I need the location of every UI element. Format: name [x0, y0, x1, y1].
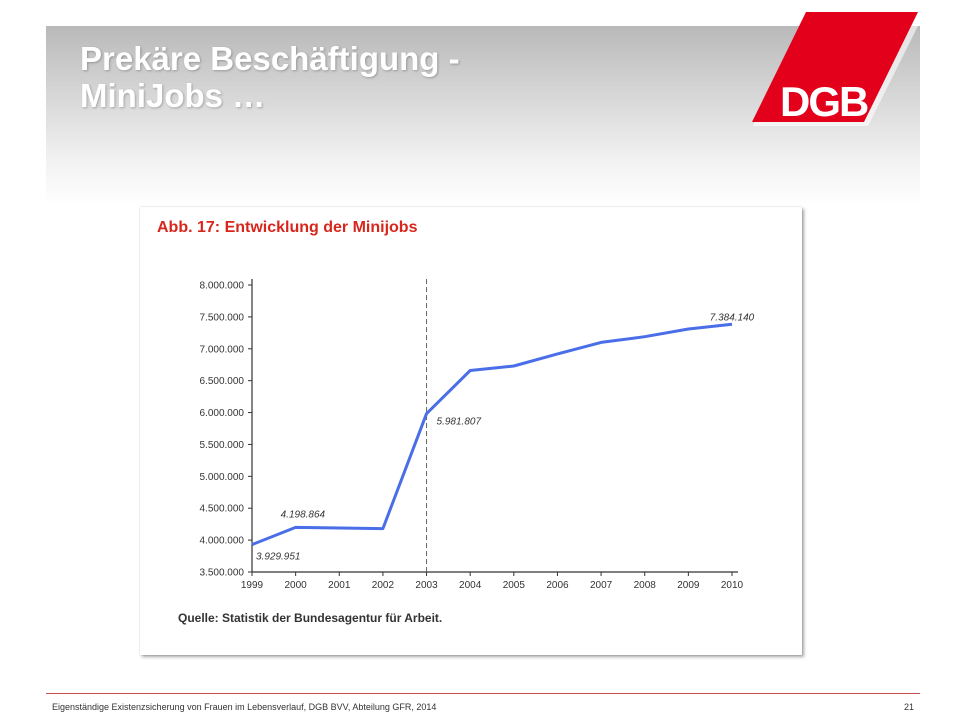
x-tick-label: 2005: [503, 580, 526, 591]
chart-source: Quelle: Statistik der Bundesagentur für …: [178, 611, 443, 625]
x-tick-label: 2002: [372, 580, 395, 591]
x-tick-label: 1999: [241, 580, 264, 591]
data-label-2003: 5.981.807: [437, 417, 482, 428]
y-tick-label: 6.000.000: [200, 408, 245, 419]
y-tick-label: 8.000.000: [200, 281, 245, 292]
page-number: 21: [903, 702, 914, 712]
x-tick-label: 2010: [721, 580, 744, 591]
minijobs-series-line: [251, 322, 733, 546]
x-tick-label: 2000: [285, 580, 308, 591]
data-label-1999: 3.929.951: [256, 552, 301, 563]
y-tick-label: 3.500.000: [200, 568, 245, 579]
data-label-2010: 7.384.140: [710, 312, 755, 323]
x-tick-label: 2007: [590, 580, 613, 591]
x-tick-label: 2009: [677, 580, 700, 591]
x-tick-label: 2006: [546, 580, 569, 591]
slide-title-line-1: Prekäre Beschäftigung -: [80, 40, 460, 77]
x-tick-label: 2003: [415, 580, 438, 591]
x-tick-label: 2004: [459, 580, 482, 591]
chart-title: Abb. 17: Entwicklung der Minijobs: [157, 219, 418, 236]
line-chart: 3.500.000 4.000.000 4.500.000 5.000.000 5.50…: [200, 279, 755, 591]
chart-card: 3.500.000 4.000.000 4.500.000 5.000.000 5.50…: [140, 207, 802, 655]
y-tick-label: 5.500.000: [200, 440, 245, 451]
y-tick-label: 4.000.000: [200, 536, 245, 547]
y-tick-label: 6.500.000: [200, 376, 245, 387]
y-tick-label: 5.000.000: [200, 472, 245, 483]
dgb-logo: DGB: [752, 12, 923, 126]
dgb-logo-parallelogram: [752, 12, 918, 122]
slide-title: Prekäre Beschäftigung - MiniJobs …: [80, 40, 640, 114]
dgb-logo-text: DGB: [780, 78, 868, 125]
y-tick-label: 4.500.000: [200, 504, 245, 515]
footer-divider: [46, 693, 920, 694]
slide-title-line-2: MiniJobs …: [80, 77, 266, 114]
x-tick-label: 2001: [328, 580, 351, 591]
footer-text: Eigenständige Existenzsicherung von Frau…: [52, 702, 437, 712]
x-tick-label: 2008: [634, 580, 657, 591]
y-tick-label: 7.000.000: [200, 344, 245, 355]
y-tick-label: 7.500.000: [200, 312, 245, 323]
data-label-2000: 4.198.864: [281, 509, 326, 520]
